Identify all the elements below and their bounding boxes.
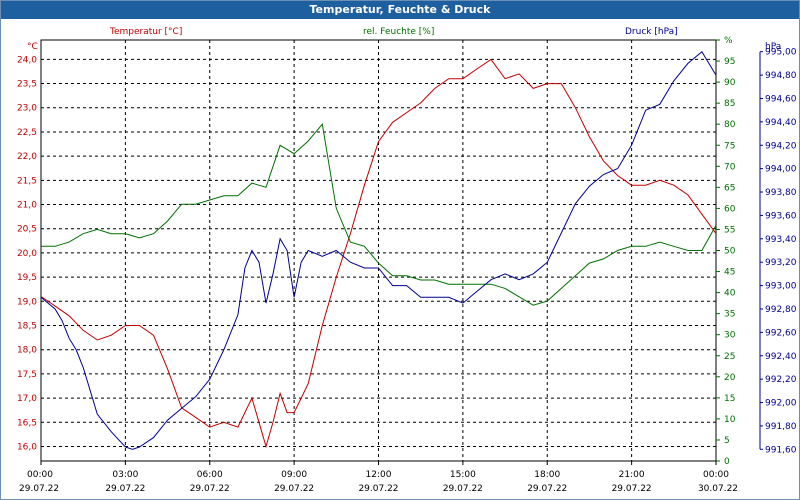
humidity-tick-label: 25: [724, 352, 735, 362]
humidity-tick-label: 30: [724, 331, 736, 341]
pressure-tick-label: 992,00: [765, 399, 797, 409]
humidity-tick-label: 65: [724, 183, 735, 193]
temperature-tick-label: 17,5: [17, 370, 37, 380]
date-tick-label: 29.07.22: [612, 484, 652, 494]
humidity-tick-label: 20: [724, 373, 736, 383]
humidity-tick-label: 55: [724, 225, 735, 235]
time-tick-label: 03:00: [112, 470, 138, 480]
time-tick-label: 21:00: [619, 470, 645, 480]
pressure-tick-label: 994,60: [765, 94, 797, 104]
pressure-axis-label: Druck [hPa]: [625, 27, 678, 37]
pressure-axis: 991,60 991,80 992,00 992,20 992,40 992,60 992,…: [759, 48, 797, 455]
temperature-tick-label: 16,0: [17, 442, 37, 452]
temperature-axis-label: Temperatur [°C]: [109, 27, 182, 37]
date-tick-label: 29.07.22: [358, 484, 398, 494]
pressure-tick-label: 993,00: [765, 282, 797, 292]
pressure-tick-label: 992,80: [765, 305, 797, 315]
date-tick-label: 29.07.22: [19, 484, 59, 494]
pressure-tick-label: 993,80: [765, 188, 797, 198]
humidity-tick-label: 60: [724, 204, 736, 214]
time-tick-label: 06:00: [197, 470, 223, 480]
temperature-tick-label: 20,0: [17, 249, 37, 259]
pressure-tick-label: 991,60: [765, 445, 797, 455]
pressure-tick-label: 993,60: [765, 211, 797, 221]
temperature-tick-label: 23,0: [17, 104, 37, 114]
date-tick-label: 29.07.22: [105, 484, 145, 494]
humidity-axis: 0 5 10 15 20 25 30 35 40 45 50 55 60 65 70 75 80 85 90 95%: [716, 36, 736, 467]
humidity-axis-label: rel. Feuchte [%]: [363, 27, 434, 37]
humidity-tick-label: 0: [724, 457, 730, 467]
temperature-tick-label: 23,5: [17, 80, 37, 90]
humidity-tick-label: 80: [724, 120, 736, 130]
pressure-tick-label: 994,80: [765, 71, 797, 81]
humidity-tick-label: 50: [724, 247, 736, 257]
temperature-tick-label: 18,0: [17, 346, 37, 356]
time-tick-label: 18:00: [534, 470, 560, 480]
pressure-tick-label: 992,60: [765, 328, 797, 338]
temperature-tick-label: 21,5: [17, 176, 37, 186]
pressure-tick-label: 992,40: [765, 352, 797, 362]
time-tick-label: 09:00: [281, 470, 307, 480]
humidity-tick-label: 70: [724, 162, 736, 172]
time-tick-label: 12:00: [366, 470, 392, 480]
series-line-humidity: [41, 123, 717, 306]
temperature-tick-label: 20,5: [17, 225, 37, 235]
humidity-tick-label: 10: [724, 415, 736, 425]
pressure-tick-label: 992,20: [765, 375, 797, 385]
temperature-tick-label: 19,0: [17, 297, 37, 307]
temperature-tick-label: 22,0: [17, 152, 37, 162]
time-axis: 00:00 29.07.22 03:00 29.07.22 06:00 29.07.22 0…: [19, 461, 738, 494]
temperature-tick-label: 17,0: [17, 394, 37, 404]
chart-title: Temperatur, Feuchte & Druck: [1, 1, 799, 19]
temperature-axis: 16,0 16,5 17,0 17,5 18,0 18,5 19,0 19,5 20,0 20,5…: [17, 55, 37, 452]
humidity-tick-label: 5: [724, 436, 730, 446]
humidity-tick-label: 15: [724, 394, 735, 404]
pressure-tick-label: 994,00: [765, 165, 797, 175]
temperature-tick-label: 19,5: [17, 273, 37, 283]
pressure-tick-label: 994,40: [765, 118, 797, 128]
temperature-unit: °C: [27, 42, 38, 52]
temperature-tick-label: 18,5: [17, 322, 37, 332]
humidity-tick-label: 95: [724, 57, 735, 67]
humidity-tick-label: %: [724, 36, 733, 46]
pressure-unit: hPa: [765, 42, 781, 52]
temperature-tick-label: 16,5: [17, 418, 37, 428]
grid: [41, 40, 716, 461]
humidity-tick-label: 75: [724, 141, 735, 151]
pressure-tick-label: 995,00: [765, 48, 797, 58]
humidity-tick-label: 85: [724, 99, 735, 109]
date-tick-label: 29.07.22: [274, 484, 314, 494]
series-lines: [40, 50, 717, 450]
humidity-tick-label: 40: [724, 289, 736, 299]
temperature-tick-label: 24,0: [17, 55, 37, 65]
date-tick-label: 29.07.22: [443, 484, 483, 494]
temperature-tick-label: 22,5: [17, 128, 37, 138]
time-tick-label: 00:00: [27, 470, 53, 480]
date-tick-label: 29.07.22: [190, 484, 230, 494]
pressure-tick-label: 994,20: [765, 141, 797, 151]
date-tick-label: 29.07.22: [527, 484, 567, 494]
humidity-tick-label: 35: [724, 310, 735, 320]
time-tick-label: 15:00: [450, 470, 476, 480]
humidity-tick-label: 90: [724, 78, 736, 88]
series-line-temperature: [40, 58, 717, 449]
pressure-tick-label: 993,40: [765, 235, 797, 245]
date-tick-label: 30.07.22: [698, 484, 738, 494]
series-line-pressure: [40, 50, 717, 450]
temperature-tick-label: 21,0: [17, 201, 37, 211]
humidity-tick-label: 45: [724, 268, 735, 278]
time-tick-label: 00:00: [703, 470, 729, 480]
pressure-tick-label: 993,20: [765, 258, 797, 268]
pressure-tick-label: 991,80: [765, 422, 797, 432]
